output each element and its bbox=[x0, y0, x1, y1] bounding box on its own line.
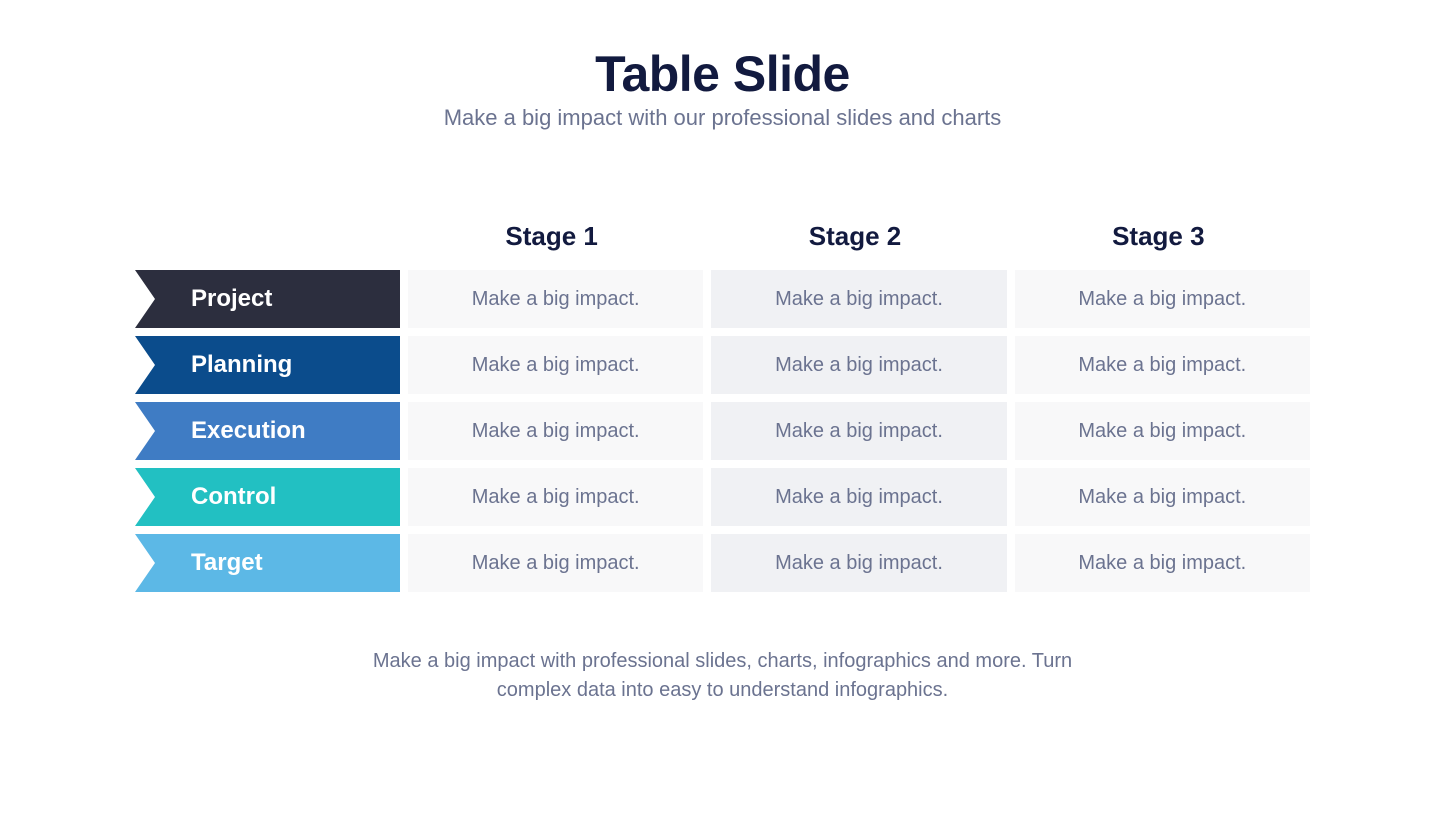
table-cell: Make a big impact. bbox=[408, 468, 703, 526]
row-label: Target bbox=[191, 549, 263, 577]
table-row: ControlMake a big impact.Make a big impa… bbox=[135, 468, 1310, 526]
column-header: Stage 1 bbox=[400, 221, 703, 252]
table-cell: Make a big impact. bbox=[711, 468, 1006, 526]
table-cell: Make a big impact. bbox=[1015, 534, 1310, 592]
slide-footer: Make a big impact with professional slid… bbox=[373, 647, 1073, 705]
slide-title: Table Slide bbox=[0, 45, 1445, 103]
table-row: ExecutionMake a big impact.Make a big im… bbox=[135, 402, 1310, 460]
table-cell: Make a big impact. bbox=[1015, 468, 1310, 526]
table-cell: Make a big impact. bbox=[1015, 402, 1310, 460]
column-header: Stage 3 bbox=[1007, 221, 1310, 252]
row-label: Planning bbox=[191, 351, 292, 379]
row-badge: Control bbox=[135, 468, 400, 526]
column-header: Stage 2 bbox=[703, 221, 1006, 252]
table-cell: Make a big impact. bbox=[711, 402, 1006, 460]
row-badge: Target bbox=[135, 534, 400, 592]
slide-subtitle: Make a big impact with our professional … bbox=[0, 105, 1445, 131]
table-row: ProjectMake a big impact.Make a big impa… bbox=[135, 270, 1310, 328]
table-cell: Make a big impact. bbox=[1015, 336, 1310, 394]
table-cell: Make a big impact. bbox=[711, 534, 1006, 592]
table-cell: Make a big impact. bbox=[408, 270, 703, 328]
row-badge: Execution bbox=[135, 402, 400, 460]
row-label: Execution bbox=[191, 417, 306, 445]
header-spacer bbox=[135, 221, 400, 252]
data-table: Stage 1Stage 2Stage 3 Project Make a big … bbox=[135, 221, 1310, 592]
row-badge: Planning bbox=[135, 336, 400, 394]
row-badge: Project bbox=[135, 270, 400, 328]
table-cell: Make a big impact. bbox=[408, 402, 703, 460]
table-cell: Make a big impact. bbox=[408, 534, 703, 592]
table-header-row: Stage 1Stage 2Stage 3 bbox=[135, 221, 1310, 252]
table-cell: Make a big impact. bbox=[408, 336, 703, 394]
table-cell: Make a big impact. bbox=[1015, 270, 1310, 328]
table-row: TargetMake a big impact.Make a big impac… bbox=[135, 534, 1310, 592]
table-cell: Make a big impact. bbox=[711, 270, 1006, 328]
slide: Table Slide Make a big impact with our p… bbox=[0, 0, 1445, 814]
table-row: PlanningMake a big impact.Make a big imp… bbox=[135, 336, 1310, 394]
row-label: Control bbox=[191, 483, 276, 511]
row-label: Project bbox=[191, 285, 272, 313]
table-cell: Make a big impact. bbox=[711, 336, 1006, 394]
